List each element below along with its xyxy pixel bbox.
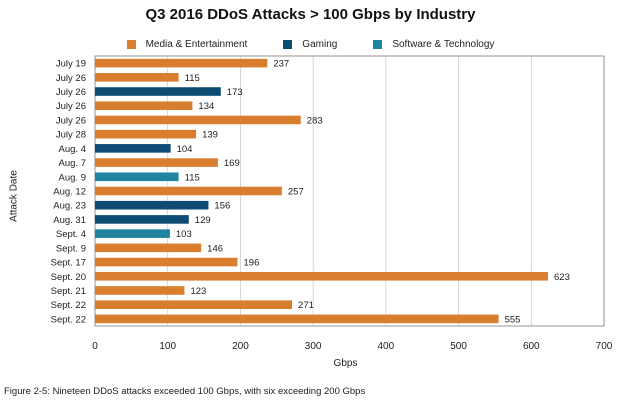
- y-tick-label: Aug. 7: [59, 158, 86, 169]
- y-axis-label: Attack Date: [8, 170, 20, 222]
- x-tick-label: 0: [92, 341, 98, 352]
- x-axis-label: Gbps: [334, 358, 358, 369]
- bar: [95, 271, 549, 281]
- x-tick-label: 700: [596, 341, 613, 352]
- y-tick-label: July 28: [56, 130, 86, 141]
- y-tick-label: Sept. 22: [51, 300, 86, 311]
- data-label: 271: [298, 300, 314, 311]
- y-tick-label: July 19: [56, 59, 86, 70]
- data-label: 237: [273, 59, 289, 70]
- y-tick-label: Sept. 4: [56, 229, 86, 240]
- y-tick-label: July 26: [56, 73, 86, 84]
- y-tick-label: Sept. 22: [51, 314, 86, 325]
- bar: [95, 186, 282, 196]
- x-tick-label: 300: [305, 341, 322, 352]
- data-label: 115: [185, 73, 200, 84]
- x-tick-label: 200: [232, 341, 249, 352]
- legend-item: Software & Technology: [373, 39, 494, 50]
- data-label: 257: [288, 187, 304, 198]
- bar: [95, 300, 293, 309]
- x-tick-label: 500: [450, 341, 467, 352]
- y-tick-label: Sept. 9: [56, 243, 86, 254]
- legend-swatch: [283, 40, 293, 49]
- data-label: 173: [227, 87, 243, 98]
- bar: [95, 286, 185, 295]
- bar: [95, 101, 193, 111]
- bar: [95, 73, 179, 82]
- legend-item: Gaming: [283, 39, 337, 50]
- legend-label: Gaming: [302, 39, 338, 50]
- legend-label: Software & Technology: [392, 39, 495, 50]
- y-tick-label: July 26: [56, 87, 86, 98]
- legend-swatch: [126, 40, 136, 49]
- data-label: 156: [214, 201, 230, 212]
- bar: [95, 158, 218, 167]
- legend-swatch: [373, 40, 383, 49]
- figure-caption: Figure 2-5: Nineteen DDoS attacks exceed…: [4, 386, 366, 397]
- data-label: 283: [307, 115, 323, 126]
- y-tick-label: Sept. 17: [51, 258, 86, 269]
- data-label: 139: [202, 130, 218, 141]
- y-tick-label: Aug. 9: [59, 172, 86, 183]
- data-label: 129: [195, 215, 211, 226]
- bar: [95, 129, 197, 139]
- data-label: 115: [185, 172, 200, 183]
- data-label: 555: [505, 314, 521, 325]
- x-tick-label: 600: [523, 341, 540, 352]
- y-tick-label: Aug. 12: [53, 187, 86, 198]
- bar: [95, 144, 171, 153]
- legend-item: Media & Entertainment: [126, 39, 248, 50]
- chart-title: Q3 2016 DDoS Attacks > 100 Gbps by Indus…: [145, 6, 476, 23]
- y-tick-label: Aug. 23: [53, 201, 86, 212]
- data-label: 169: [224, 158, 240, 169]
- bar: [95, 257, 238, 267]
- data-label: 196: [244, 258, 260, 269]
- y-tick-label: July 26: [56, 101, 86, 112]
- data-label: 623: [554, 272, 570, 283]
- bar: [95, 200, 209, 210]
- bar: [95, 243, 202, 253]
- y-tick-label: July 26: [56, 115, 86, 126]
- data-label: 134: [198, 101, 214, 112]
- bar: [95, 115, 301, 125]
- y-tick-label: Aug. 4: [59, 144, 86, 155]
- data-label: 103: [176, 229, 192, 240]
- y-tick-label: Sept. 21: [51, 286, 86, 297]
- legend-label: Media & Entertainment: [145, 39, 248, 50]
- y-tick-label: Aug. 31: [53, 215, 86, 226]
- bar: [95, 215, 189, 224]
- bar-chart: 0 100 200 300 400 500 600 700 Gbps July 19 237 July…: [51, 55, 613, 369]
- bar: [95, 172, 179, 182]
- y-tick-label: Sept. 20: [51, 272, 86, 283]
- bar: [95, 87, 221, 96]
- bar: [95, 314, 499, 324]
- x-tick-label: 100: [159, 341, 176, 352]
- data-label: 146: [207, 243, 223, 254]
- x-tick-label: 400: [378, 341, 395, 352]
- data-label: 104: [177, 144, 193, 155]
- bar: [95, 58, 268, 68]
- bar: [95, 229, 170, 238]
- legend: Media & Entertainment Gaming Software & Te…: [0, 39, 621, 50]
- data-label: 123: [190, 286, 206, 297]
